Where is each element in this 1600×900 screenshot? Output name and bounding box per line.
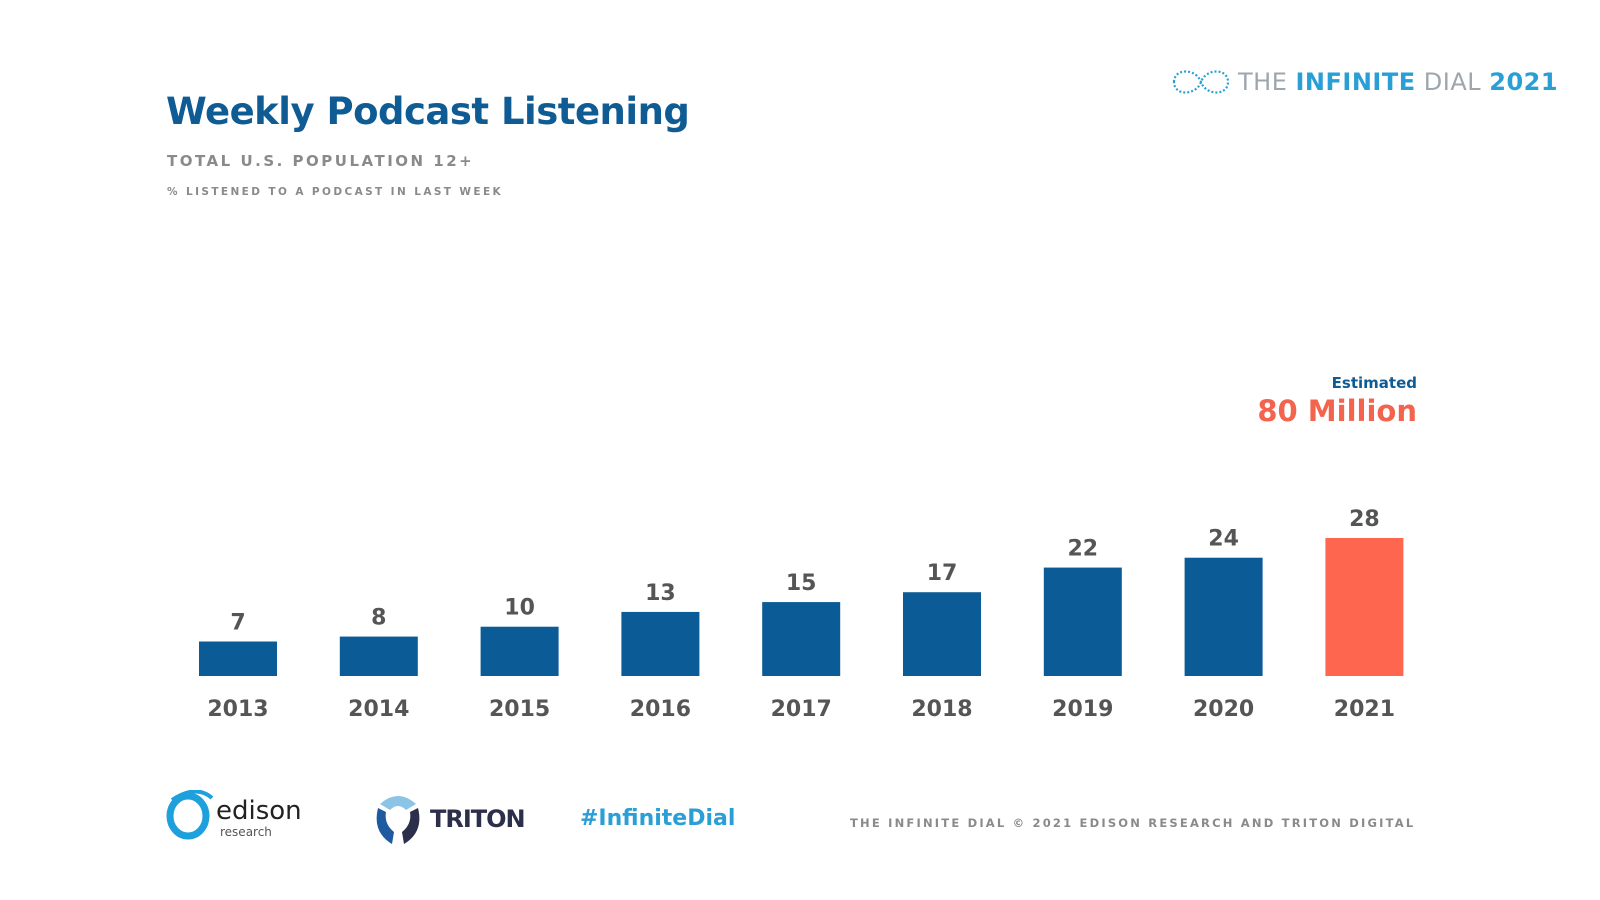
copyright: THE INFINITE DIAL © 2021 EDISON RESEARCH… <box>850 816 1416 830</box>
bar-2015 <box>480 626 559 676</box>
bar-2018 <box>903 592 981 676</box>
data-label-2015: 10 <box>504 596 535 621</box>
edison-name: edison <box>216 796 302 826</box>
estimate-value: 80 Million <box>1257 394 1417 428</box>
edison-wordmark: edison research <box>216 797 302 839</box>
x-tick-label-2015: 2015 <box>489 697 550 722</box>
x-tick-label-2014: 2014 <box>348 697 409 722</box>
x-tick-label-2013: 2013 <box>207 697 268 722</box>
page-title: Weekly Podcast Listening <box>166 90 690 133</box>
edison-swirl-icon <box>166 790 214 840</box>
data-label-2013: 7 <box>230 611 245 636</box>
data-label-2016: 13 <box>645 581 676 606</box>
bar-2016 <box>621 611 700 676</box>
edison-research-logo: edison research <box>166 790 302 846</box>
triton-name: TRITON <box>430 805 526 833</box>
estimate-label: Estimated <box>1331 374 1417 392</box>
subtitle: TOTAL U.S. POPULATION 12+ <box>167 152 475 170</box>
triton-mark-icon <box>376 796 420 844</box>
triton-digital-logo: TRITON <box>372 792 526 846</box>
infinite-dial-logo: THE INFINITE DIAL 2021 <box>1170 64 1558 100</box>
x-tick-label-2021: 2021 <box>1334 697 1395 722</box>
data-label-2018: 17 <box>927 561 958 586</box>
estimate-annotation: Estimated 80 Million <box>1257 374 1417 428</box>
measure-note: % LISTENED TO A PODCAST IN LAST WEEK <box>167 186 504 198</box>
bar-2014 <box>339 636 418 676</box>
bar-2017 <box>762 602 841 676</box>
data-label-2017: 15 <box>786 571 817 596</box>
hashtag: #InfiniteDial <box>580 806 736 831</box>
data-label-2021: 28 <box>1349 507 1380 532</box>
x-tick-label-2019: 2019 <box>1052 697 1113 722</box>
x-tick-label-2020: 2020 <box>1193 697 1254 722</box>
x-tick-label-2017: 2017 <box>771 697 832 722</box>
bar-2019 <box>1043 567 1122 676</box>
data-label-2020: 24 <box>1208 527 1239 552</box>
logo-text: THE INFINITE DIAL 2021 <box>1238 68 1559 96</box>
data-label-2019: 22 <box>1067 537 1098 562</box>
data-label-2014: 8 <box>371 606 386 631</box>
bar-2013 <box>199 641 277 676</box>
edison-sub: research <box>220 825 272 839</box>
x-tick-label-2016: 2016 <box>630 697 691 722</box>
bar-2021 <box>1325 538 1404 676</box>
infinity-icon <box>1172 70 1230 94</box>
x-tick-label-2018: 2018 <box>911 697 972 722</box>
bar-2020 <box>1184 557 1263 676</box>
